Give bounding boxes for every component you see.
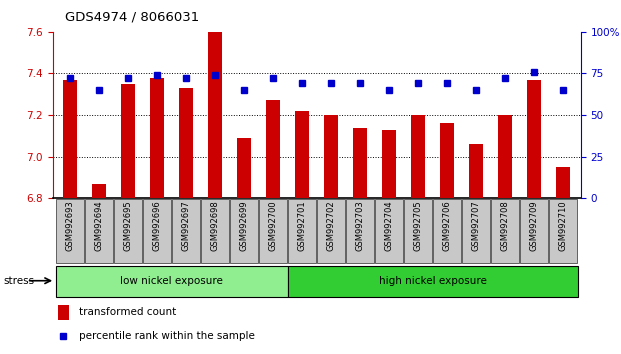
Bar [58,305,69,320]
Text: GSM992705: GSM992705 [414,200,423,251]
Bar [266,101,281,198]
FancyBboxPatch shape [114,199,142,263]
FancyBboxPatch shape [260,199,287,263]
Text: GSM992697: GSM992697 [182,200,191,251]
FancyBboxPatch shape [550,199,577,263]
FancyBboxPatch shape [433,199,461,263]
Text: percentile rank within the sample: percentile rank within the sample [79,331,255,341]
FancyBboxPatch shape [56,266,288,297]
FancyBboxPatch shape [85,199,113,263]
Bar [527,80,542,198]
FancyBboxPatch shape [404,199,432,263]
Text: GSM992709: GSM992709 [530,200,539,251]
Text: GSM992708: GSM992708 [501,200,510,251]
Bar [411,115,425,198]
Text: transformed count: transformed count [79,307,176,317]
Bar [469,144,484,198]
Text: GSM992707: GSM992707 [472,200,481,251]
Text: GSM992702: GSM992702 [327,200,336,251]
Bar [237,138,252,198]
Bar [353,127,368,198]
Text: GSM992694: GSM992694 [94,200,104,251]
Bar [440,124,455,198]
Text: GSM992710: GSM992710 [559,200,568,251]
Text: stress: stress [3,276,34,286]
FancyBboxPatch shape [520,199,548,263]
Text: GDS4974 / 8066031: GDS4974 / 8066031 [65,11,199,24]
FancyBboxPatch shape [347,199,374,263]
FancyBboxPatch shape [462,199,490,263]
Bar [324,115,338,198]
FancyBboxPatch shape [288,199,316,263]
FancyBboxPatch shape [230,199,258,263]
Text: low nickel exposure: low nickel exposure [120,276,223,286]
Bar [295,111,309,198]
Bar [150,78,165,198]
Bar [63,80,78,198]
FancyBboxPatch shape [143,199,171,263]
Text: GSM992696: GSM992696 [153,200,161,251]
Bar [556,167,571,198]
Text: GSM992695: GSM992695 [124,200,133,251]
Bar [121,84,135,198]
Text: GSM992706: GSM992706 [443,200,451,251]
Text: high nickel exposure: high nickel exposure [379,276,487,286]
FancyBboxPatch shape [57,199,84,263]
Bar [179,88,194,198]
Bar [92,184,106,198]
Bar [208,32,222,198]
Text: GSM992701: GSM992701 [297,200,307,251]
Text: GSM992704: GSM992704 [385,200,394,251]
FancyBboxPatch shape [201,199,229,263]
Text: GSM992698: GSM992698 [211,200,220,251]
Text: GSM992700: GSM992700 [269,200,278,251]
FancyBboxPatch shape [172,199,200,263]
Text: GSM992703: GSM992703 [356,200,365,251]
Bar [498,115,512,198]
Bar [382,130,396,198]
FancyBboxPatch shape [317,199,345,263]
FancyBboxPatch shape [375,199,403,263]
FancyBboxPatch shape [491,199,519,263]
Text: GSM992693: GSM992693 [66,200,75,251]
FancyBboxPatch shape [288,266,578,297]
Text: GSM992699: GSM992699 [240,200,248,251]
